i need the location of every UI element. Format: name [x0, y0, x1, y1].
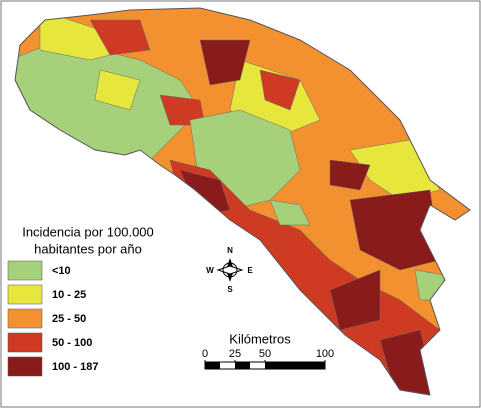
country-outline: [14, 7, 471, 396]
legend-swatch: [7, 308, 43, 329]
region: [259, 69, 301, 111]
scale-title: Kilómetros: [229, 331, 291, 346]
legend-label: <10: [52, 265, 71, 277]
scale-segment: [265, 362, 325, 369]
scale-segment: [235, 362, 250, 369]
scale-bar: Kilómetros 0 25 50 100: [202, 331, 334, 370]
scale-tick-label: 0: [202, 348, 208, 360]
scale-ticks: 0 25 50 100: [202, 348, 334, 362]
compass-south: S: [227, 285, 233, 294]
region: [349, 189, 441, 271]
legend-title: Incidencia por 100.000: [22, 224, 154, 239]
region: [94, 69, 141, 111]
compass-ring: [222, 262, 238, 278]
scale-tick-label: 100: [316, 348, 334, 360]
legend-label: 25 - 50: [52, 313, 86, 325]
scale-tick-label: 50: [259, 348, 271, 360]
region: [329, 269, 381, 331]
compass-north: N: [227, 246, 233, 255]
compass-east: E: [247, 266, 253, 275]
legend-title: habitantes por año: [34, 241, 142, 256]
legend-swatch: [7, 356, 43, 377]
legend-label: 100 - 187: [52, 361, 98, 373]
legend-swatch: [7, 260, 43, 281]
compass-rose: [216, 265, 244, 275]
region: [89, 19, 151, 56]
legend-label: 10 - 25: [52, 289, 86, 301]
legend-label: 50 - 100: [52, 337, 92, 349]
region: [199, 39, 251, 86]
compass: N S E W: [206, 246, 253, 294]
compass-west: W: [206, 266, 214, 275]
region: [329, 159, 371, 191]
region: [269, 199, 311, 226]
scale-tick-label: 25: [229, 348, 241, 360]
legend-swatch: [7, 284, 43, 305]
scale-segment: [205, 362, 220, 369]
legend: <10 10 - 25 25 - 50 50 - 100 100 - 187: [7, 260, 98, 377]
legend-swatch: [7, 332, 43, 353]
